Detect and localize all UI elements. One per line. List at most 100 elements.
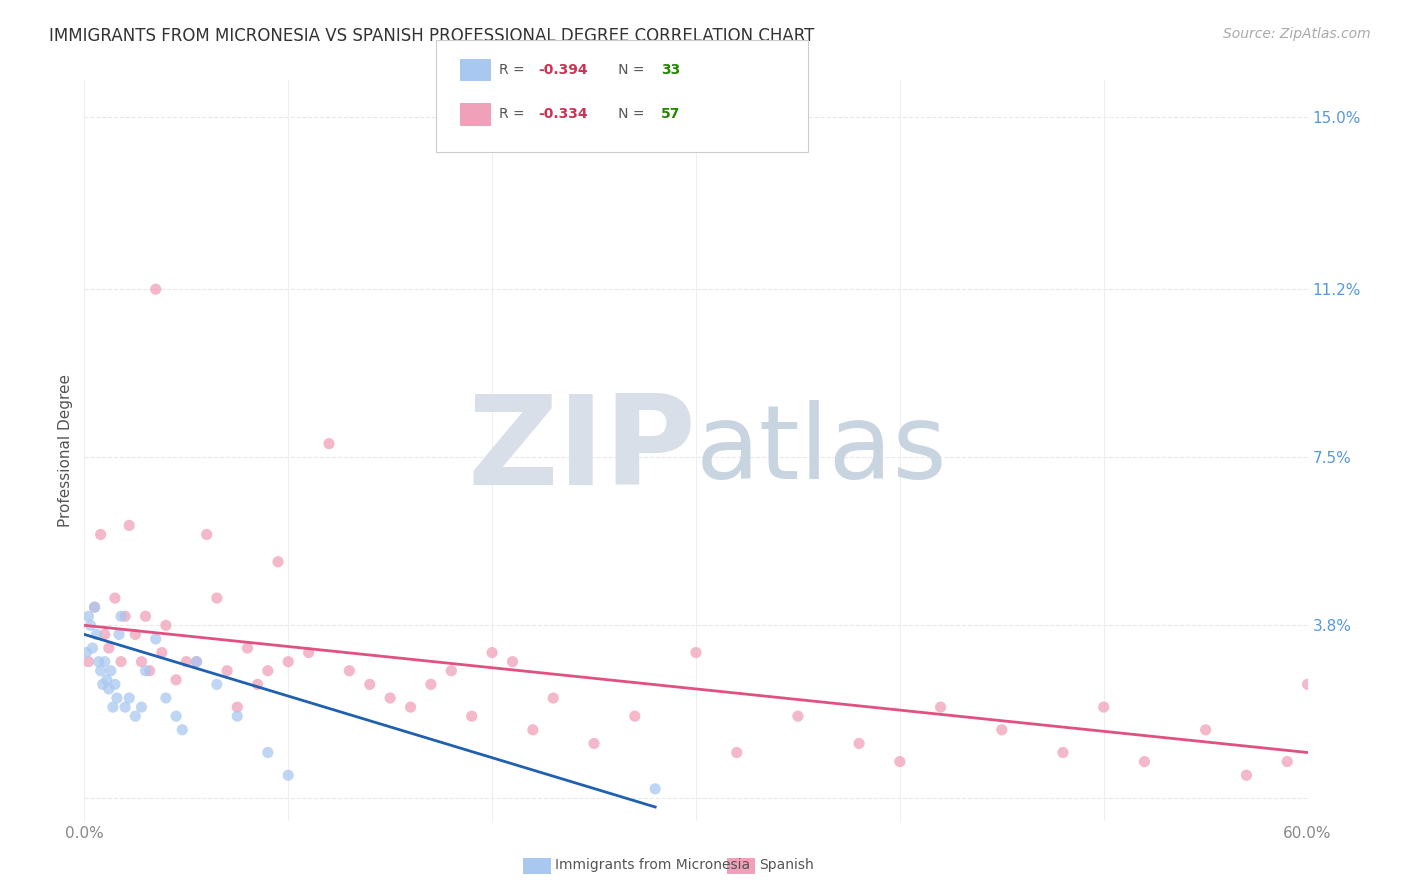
Text: Spanish: Spanish [759,858,814,872]
Point [100,664,122,678]
Point [1296,677,1319,691]
Point [97,641,120,656]
Point [186,655,208,669]
Text: R =: R = [499,107,529,121]
Point [257,664,280,678]
Point [848,736,870,750]
Point [205,677,228,691]
Point [644,781,666,796]
Point [318,436,340,450]
Point [75,646,97,660]
Point [165,709,187,723]
Point [131,655,153,669]
Point [522,723,544,737]
Point [145,632,167,646]
Text: Immigrants from Micronesia: Immigrants from Micronesia [555,858,751,872]
Point [226,700,249,714]
Point [889,755,911,769]
Point [155,691,177,706]
Point [481,646,503,660]
Point [79,618,101,632]
Point [267,555,290,569]
Point [1195,723,1218,737]
Point [82,641,104,656]
Text: 33: 33 [661,62,681,77]
Point [277,768,299,782]
Text: ZIP: ZIP [467,390,696,511]
Point [583,736,606,750]
Point [131,700,153,714]
Point [1052,746,1074,760]
Point [93,627,115,641]
Text: N =: N = [605,107,648,121]
Y-axis label: Professional Degree: Professional Degree [58,374,73,527]
Point [97,681,120,696]
Point [145,282,167,296]
Point [155,618,177,632]
Point [461,709,484,723]
Point [298,646,321,660]
Point [90,527,112,541]
Point [1092,700,1115,714]
Point [1277,755,1299,769]
Point [91,677,114,691]
Point [929,700,952,714]
Text: R =: R = [499,62,529,77]
Point [138,664,160,678]
Point [90,664,112,678]
Point [195,527,218,541]
Point [172,723,194,737]
Point [399,700,422,714]
Point [135,664,157,678]
Point [86,627,108,641]
Text: IMMIGRANTS FROM MICRONESIA VS SPANISH PROFESSIONAL DEGREE CORRELATION CHART: IMMIGRANTS FROM MICRONESIA VS SPANISH PR… [49,27,814,45]
Point [101,700,124,714]
Point [339,664,361,678]
Point [83,600,105,615]
Point [118,518,141,533]
Point [246,677,269,691]
Point [440,664,463,678]
Point [226,709,249,723]
Point [124,709,146,723]
Point [624,709,647,723]
Point [77,609,100,624]
Point [150,646,173,660]
Text: N =: N = [605,62,648,77]
Point [217,664,239,678]
Text: -0.334: -0.334 [538,107,588,121]
Point [277,655,299,669]
Point [165,673,187,687]
Point [77,655,100,669]
Point [110,609,132,624]
Point [1236,768,1258,782]
Point [96,673,118,687]
Point [543,691,565,706]
Point [787,709,810,723]
Point [83,600,105,615]
Point [420,677,443,691]
Point [104,677,127,691]
Text: atlas: atlas [696,400,948,501]
Text: Source: ZipAtlas.com: Source: ZipAtlas.com [1223,27,1371,41]
Point [110,655,132,669]
Point [257,746,280,760]
Point [1133,755,1156,769]
Text: 57: 57 [661,107,681,121]
Point [108,627,131,641]
Point [104,591,127,605]
Point [114,609,136,624]
Point [87,655,110,669]
Point [205,591,228,605]
Point [135,609,157,624]
Point [502,655,524,669]
Point [114,700,136,714]
Point [186,655,208,669]
Point [380,691,402,706]
Point [105,691,128,706]
Point [359,677,381,691]
Point [93,655,115,669]
Text: -0.394: -0.394 [538,62,588,77]
Point [118,691,141,706]
Point [174,655,197,669]
